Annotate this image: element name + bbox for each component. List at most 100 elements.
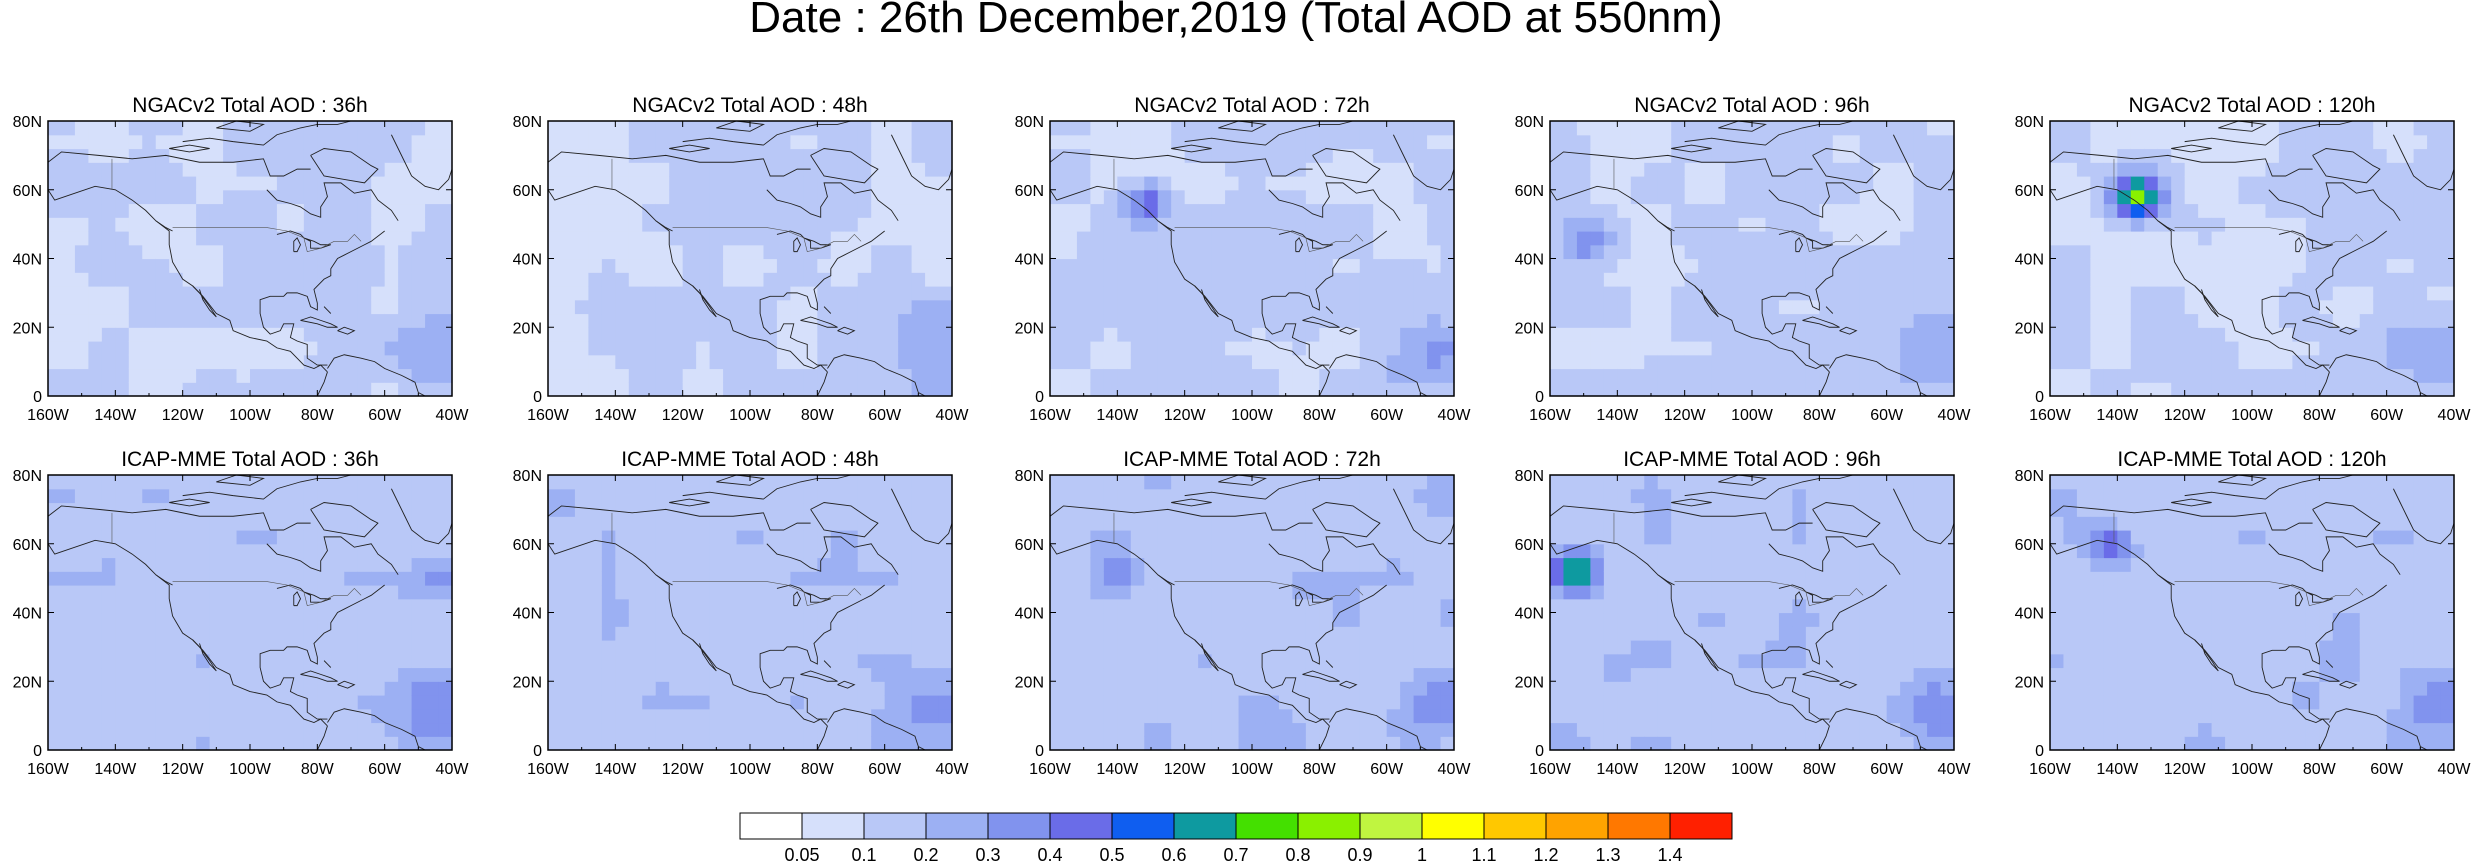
lat-tick-label: 20N <box>2015 320 2044 337</box>
colorbar-label: 0.8 <box>1285 845 1310 862</box>
lon-tick-label: 140W <box>1096 761 1139 778</box>
map-panels: 160W 140W 120W 100W 80W 60W 40W 80N 60N 40N 20N 0 NG… <box>13 94 2472 778</box>
lon-tick-label: 160W <box>2029 761 2072 778</box>
lon-tick-label: 60W <box>868 407 902 424</box>
lon-tick-label: 160W <box>27 761 70 778</box>
figure-title: Date : 26th December,2019 (Total AOD at … <box>749 0 1722 42</box>
map-panel: 160W 140W 120W 100W 80W 60W 40W 80N 60N 40N 20N 0 IC… <box>2015 448 2472 778</box>
lat-tick-label: 20N <box>2015 674 2044 691</box>
lon-tick-label: 100W <box>229 407 272 424</box>
lat-tick-label: 60N <box>2015 537 2044 554</box>
lat-tick-label: 80N <box>1515 114 1544 131</box>
lon-tick-label: 120W <box>1664 407 1707 424</box>
lat-tick-label: 40N <box>2015 252 2044 269</box>
coastlines <box>2049 474 2455 751</box>
lat-tick-label: 80N <box>2015 114 2044 131</box>
lon-tick-label: 80W <box>301 407 335 424</box>
lat-tick-label: 20N <box>13 320 42 337</box>
aod-field <box>548 121 953 397</box>
colorbar-label: 1.3 <box>1595 845 1620 862</box>
lat-tick-label: 0 <box>1035 389 1044 406</box>
map-panel: 160W 140W 120W 100W 80W 60W 40W 80N 60N 40N 20N 0 NG… <box>1015 94 1472 424</box>
colorbar-label: 1.2 <box>1533 845 1558 862</box>
lon-tick-label: 40W <box>2438 761 2472 778</box>
lat-tick-label: 60N <box>1015 183 1044 200</box>
colorbar-box <box>1111 812 1175 840</box>
lon-tick-label: 120W <box>662 407 705 424</box>
coastlines <box>47 120 453 397</box>
lon-tick-label: 160W <box>527 407 570 424</box>
map-panel: 160W 140W 120W 100W 80W 60W 40W 80N 60N 40N 20N 0 IC… <box>13 448 470 778</box>
panel-title: ICAP-MME Total AOD : 96h <box>1623 448 1881 471</box>
lon-tick-label: 120W <box>162 761 205 778</box>
lat-tick-label: 0 <box>33 743 42 760</box>
colorbar-box <box>1297 812 1361 840</box>
panel-title: ICAP-MME Total AOD : 72h <box>1123 448 1381 471</box>
borders <box>1113 158 1364 252</box>
coastlines <box>1049 120 1455 397</box>
lon-tick-label: 40W <box>1938 407 1972 424</box>
aod-field <box>1050 121 1455 397</box>
lon-tick-label: 80W <box>801 407 835 424</box>
lon-tick-label: 40W <box>436 407 470 424</box>
lon-tick-label: 120W <box>1164 761 1207 778</box>
lat-tick-label: 60N <box>513 537 542 554</box>
lat-tick-label: 40N <box>2015 606 2044 623</box>
aod-field <box>2050 121 2455 397</box>
lon-tick-label: 40W <box>936 761 970 778</box>
map-panel: 160W 140W 120W 100W 80W 60W 40W 80N 60N 40N 20N 0 NG… <box>13 94 470 424</box>
panel-title: ICAP-MME Total AOD : 120h <box>2117 448 2386 471</box>
lat-tick-label: 0 <box>1035 743 1044 760</box>
borders <box>111 512 362 606</box>
lon-tick-label: 100W <box>1731 407 1774 424</box>
map-panel: 160W 140W 120W 100W 80W 60W 40W 80N 60N 40N 20N 0 NG… <box>513 94 970 424</box>
colorbar-label: 0.9 <box>1347 845 1372 862</box>
lon-tick-label: 80W <box>2303 761 2337 778</box>
lon-tick-label: 120W <box>1164 407 1207 424</box>
coastlines <box>1549 120 1955 397</box>
coastlines <box>2049 120 2455 397</box>
colorbar-label: 0.1 <box>851 845 876 862</box>
colorbar-label: 1 <box>1417 845 1427 862</box>
lon-tick-label: 40W <box>436 761 470 778</box>
lon-tick-label: 100W <box>229 761 272 778</box>
lon-tick-label: 160W <box>1029 761 1072 778</box>
lon-tick-label: 100W <box>1231 761 1274 778</box>
coastlines <box>1549 474 1955 751</box>
lon-tick-label: 80W <box>1303 407 1337 424</box>
colorbar-box <box>1545 812 1609 840</box>
borders <box>1613 158 1864 252</box>
map-panel: 160W 140W 120W 100W 80W 60W 40W 80N 60N 40N 20N 0 NG… <box>2015 94 2472 424</box>
colorbar-box <box>987 812 1051 840</box>
colorbar-label: 0.5 <box>1099 845 1124 862</box>
lon-tick-label: 80W <box>1803 407 1837 424</box>
lat-tick-label: 40N <box>1515 606 1544 623</box>
lon-tick-label: 100W <box>729 761 772 778</box>
panel-title: ICAP-MME Total AOD : 36h <box>121 448 379 471</box>
lon-tick-label: 40W <box>1438 761 1472 778</box>
map-panel: 160W 140W 120W 100W 80W 60W 40W 80N 60N 40N 20N 0 IC… <box>513 448 970 778</box>
panel-title: NGACv2 Total AOD : 36h <box>132 94 367 117</box>
borders <box>2113 512 2364 606</box>
colorbar-box <box>863 812 927 840</box>
lat-tick-label: 60N <box>1515 537 1544 554</box>
lon-tick-label: 120W <box>162 407 205 424</box>
lat-tick-label: 20N <box>1015 320 1044 337</box>
lat-tick-label: 80N <box>1515 468 1544 485</box>
lon-tick-label: 140W <box>594 407 637 424</box>
lon-tick-label: 160W <box>1029 407 1072 424</box>
colorbar-box <box>1607 812 1671 840</box>
panel-title: ICAP-MME Total AOD : 48h <box>621 448 879 471</box>
lon-tick-label: 80W <box>2303 407 2337 424</box>
lon-tick-label: 100W <box>1231 407 1274 424</box>
lat-tick-label: 80N <box>513 468 542 485</box>
colorbar: 0.05 0.1 0.2 0.3 0.4 0.5 0.6 0.7 0.8 0.9 1 1.1 1.2 1.… <box>739 812 1733 862</box>
lat-tick-label: 60N <box>1515 183 1544 200</box>
lon-tick-label: 60W <box>1870 761 1904 778</box>
lat-tick-label: 40N <box>1515 252 1544 269</box>
lon-tick-label: 60W <box>2370 407 2404 424</box>
lat-tick-label: 80N <box>2015 468 2044 485</box>
panel-title: NGACv2 Total AOD : 96h <box>1634 94 1869 117</box>
lon-tick-label: 160W <box>1529 407 1572 424</box>
